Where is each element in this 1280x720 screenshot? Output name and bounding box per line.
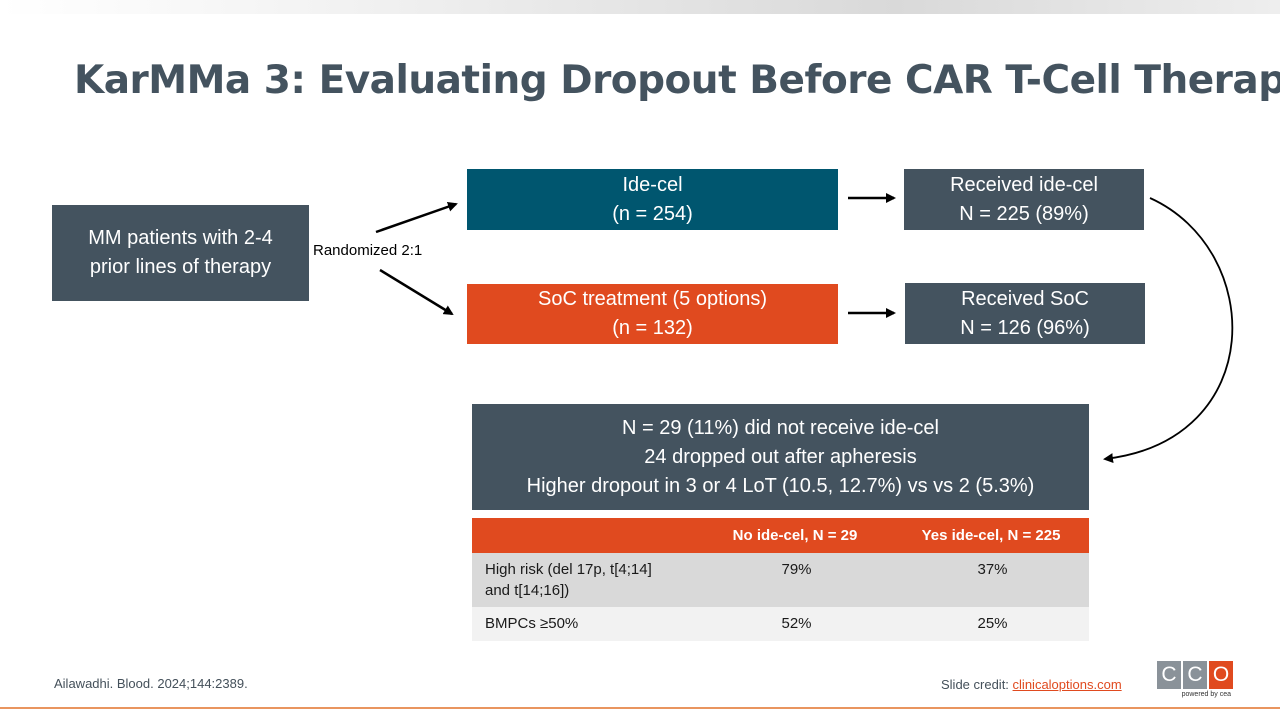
high-risk-no-value: 79%	[697, 553, 893, 607]
bmpcs-no-value: 52%	[697, 607, 893, 641]
idecel-arm-line1: Ide-cel	[622, 173, 683, 196]
dropout-line2: 24 dropped out after apheresis	[644, 445, 917, 468]
row-label-bmpcs: BMPCs ≥50%	[472, 607, 697, 641]
high-risk-yes-value: 37%	[893, 553, 1089, 607]
logo-letter-c1: C	[1157, 661, 1181, 689]
slide-title: KarMMa 3: Evaluating Dropout Before CAR …	[74, 58, 1280, 103]
table-header-row: No ide-cel, N = 29 Yes ide-cel, N = 225	[472, 518, 1089, 553]
cco-logo: C C O powered by cea	[1157, 661, 1235, 707]
dropout-line1: N = 29 (11%) did not receive ide-cel	[621, 416, 939, 439]
received-soc-box: Received SoC N = 126 (96%)	[905, 283, 1145, 344]
patients-line1: MM patients with 2-4	[88, 227, 273, 249]
arrow-to-soc	[379, 268, 454, 316]
slide-credit: Slide credit: clinicaloptions.com	[941, 677, 1122, 692]
soc-arm-line1: SoC treatment (5 options)	[538, 288, 767, 310]
bottom-rule	[0, 707, 1280, 709]
slide-credit-link[interactable]: clinicaloptions.com	[1012, 677, 1122, 692]
logo-letter-c2: C	[1183, 661, 1207, 689]
table-row: High risk (del 17p, t[4;14] and t[14;16]…	[472, 553, 1089, 607]
header-yes-idecel: Yes ide-cel, N = 225	[893, 518, 1089, 553]
high-risk-label-line1: High risk (del 17p, t[4;14]	[485, 561, 652, 578]
received-idecel-box: Received ide-cel N = 225 (89%)	[904, 169, 1144, 230]
arrow-to-idecel	[375, 201, 458, 234]
logo-letter-o: O	[1209, 661, 1233, 689]
received-soc-line1: Received SoC	[961, 287, 1089, 310]
received-idecel-line2: N = 225 (89%)	[959, 202, 1089, 225]
patients-line2: prior lines of therapy	[89, 256, 272, 278]
bmpcs-yes-value: 25%	[893, 607, 1089, 641]
header-no-idecel: No ide-cel, N = 29	[697, 518, 893, 553]
top-gradient-bar	[0, 0, 1280, 14]
row-label-high-risk: High risk (del 17p, t[4;14] and t[14;16]…	[472, 553, 697, 607]
received-soc-line2: N = 126 (96%)	[960, 316, 1090, 339]
dropout-line3: Higher dropout in 3 or 4 LoT (10.5, 12.7…	[526, 474, 1035, 497]
header-blank	[472, 518, 697, 553]
high-risk-label-line2: and t[14;16])	[485, 582, 570, 599]
received-idecel-line1: Received ide-cel	[950, 173, 1098, 196]
curved-arrow-to-dropout	[1103, 197, 1234, 464]
patients-box: MM patients with 2-4 prior lines of ther…	[52, 205, 309, 301]
randomized-label: Randomized 2:1	[313, 242, 423, 259]
soc-arm-box: SoC treatment (5 options) (n = 132)	[467, 284, 838, 344]
logo-subtitle: powered by cea	[1181, 691, 1231, 698]
idecel-arm-line2: (n = 254)	[612, 202, 693, 225]
slide-credit-label: Slide credit:	[941, 677, 1013, 692]
table-row: BMPCs ≥50% 52% 25%	[472, 607, 1089, 641]
soc-arm-line2: (n = 132)	[612, 317, 693, 339]
idecel-arm-box: Ide-cel (n = 254)	[467, 169, 838, 230]
citation: Ailawadhi. Blood. 2024;144:2389.	[54, 676, 248, 691]
dropout-box: N = 29 (11%) did not receive ide-cel 24 …	[472, 404, 1089, 510]
risk-table: No ide-cel, N = 29 Yes ide-cel, N = 225 …	[472, 518, 1089, 641]
